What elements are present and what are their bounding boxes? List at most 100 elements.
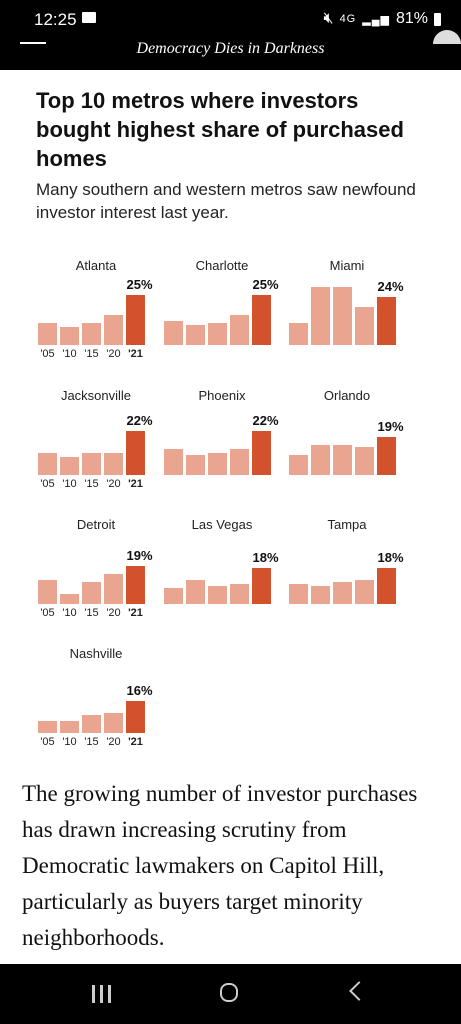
chart-panel: Orlando 19% [287,388,407,493]
panel-city-label: Orlando [323,388,371,403]
x-tick-label: '21 [128,607,143,619]
mail-icon [82,12,96,23]
bar-highlight [252,295,271,345]
bar-value-label: 22% [252,413,278,428]
bar [60,594,79,604]
chart-panel: Jacksonville '05 '10 '15 '20 22% '21 [36,388,156,493]
bar [38,453,57,475]
x-tick-label: '15 [84,348,98,360]
status-time: 12:25 [34,10,77,29]
chart-panel: Las Vegas 18% [162,517,282,622]
bar [104,453,123,475]
x-tick-label: '15 [84,478,98,490]
chart-panel: Atlanta '05 '10 '15 '20 25% '21 [36,258,156,363]
site-header: Democracy Dies in Darkness [0,30,461,70]
mute-icon: 🔇︎ [323,10,334,27]
chart-panel: Detroit '05 '10 '15 '20 19% '21 [36,517,156,622]
bar [104,315,123,345]
bar-highlight [252,568,271,604]
x-tick-label: '05 [40,607,54,619]
panel-bars: 24% [289,279,404,345]
bar [164,449,183,475]
panel-city-label: Charlotte [195,258,249,273]
bar [311,586,330,604]
bar-highlight [126,295,145,345]
bar [104,713,123,733]
bar [208,586,227,604]
article-paragraph: The growing number of investor purchases… [22,781,418,950]
x-tick-label: '20 [106,736,120,748]
x-tick-label: '05 [40,478,54,490]
x-tick-label: '20 [106,348,120,360]
bar-value-label: 16% [126,683,152,698]
bar [104,574,123,604]
panel-city-label: Nashville [69,646,123,661]
chart-panel: Charlotte 25% [162,258,282,363]
panel-city-label: Las Vegas [191,517,253,532]
bar [82,582,101,604]
bar-highlight [126,566,145,604]
x-tick-label: '20 [106,478,120,490]
x-tick-label: '10 [62,736,76,748]
bar [230,584,249,604]
x-tick-label: '15 [84,607,98,619]
panel-city-label: Phoenix [198,388,246,403]
panel-bars: 18% [164,550,279,604]
bar [60,457,79,475]
panel-bars: 25% [164,277,279,345]
recent-apps-button[interactable] [92,985,112,1003]
chart-panel: Nashville '05 '10 '15 '20 16% '21 [36,646,156,751]
bar [38,323,57,345]
menu-icon[interactable] [20,36,46,44]
bar [333,582,352,604]
bar [82,715,101,733]
bar-highlight [126,701,145,733]
bar [208,323,227,345]
bar [230,449,249,475]
bar-highlight [126,431,145,475]
bar [208,453,227,475]
panel-bars: '05 '10 '15 '20 19% '21 [38,548,153,619]
bar [230,315,249,345]
user-icon[interactable] [433,30,461,44]
bar [60,721,79,733]
system-nav-bar [0,964,461,1024]
x-tick-label: '05 [40,736,54,748]
bar-highlight [377,297,396,345]
bar [311,445,330,475]
bar [38,721,57,733]
panel-city-label: Atlanta [75,258,117,273]
panel-city-label: Jacksonville [60,388,132,403]
bar [355,307,374,345]
bar [186,325,205,345]
home-button[interactable] [220,983,238,1002]
bar [82,323,101,345]
bar [186,580,205,604]
x-tick-label: '10 [62,348,76,360]
chart-panel: Miami 24% [287,258,407,363]
x-tick-label: '21 [128,478,143,490]
status-right: 🔇︎ 4G ▂▄▆ 81% [323,10,441,28]
bar-value-label: 25% [252,277,278,292]
bar-value-label: 19% [126,548,152,563]
panel-bars: 22% [164,413,279,475]
bar-value-label: 18% [252,550,278,565]
x-tick-label: '20 [106,607,120,619]
back-button[interactable] [349,981,369,1001]
panel-city-label: Detroit [76,517,116,532]
x-tick-label: '05 [40,348,54,360]
panel-bars: '05 '10 '15 '20 25% '21 [38,277,153,360]
panel-bars: 18% [289,550,404,604]
bar [355,580,374,604]
panel-city-label: Tampa [327,517,367,532]
bar-value-label: 22% [126,413,152,428]
bar [164,321,183,345]
bar-value-label: 24% [377,279,403,294]
bar-value-label: 19% [377,419,403,434]
bar [289,455,308,475]
bar [289,323,308,345]
status-bar: 12:25 🔇︎ 4G ▂▄▆ 81% [0,0,461,36]
x-tick-label: '21 [128,348,143,360]
panel-city-label: Miami [329,258,365,273]
bar [311,287,330,345]
